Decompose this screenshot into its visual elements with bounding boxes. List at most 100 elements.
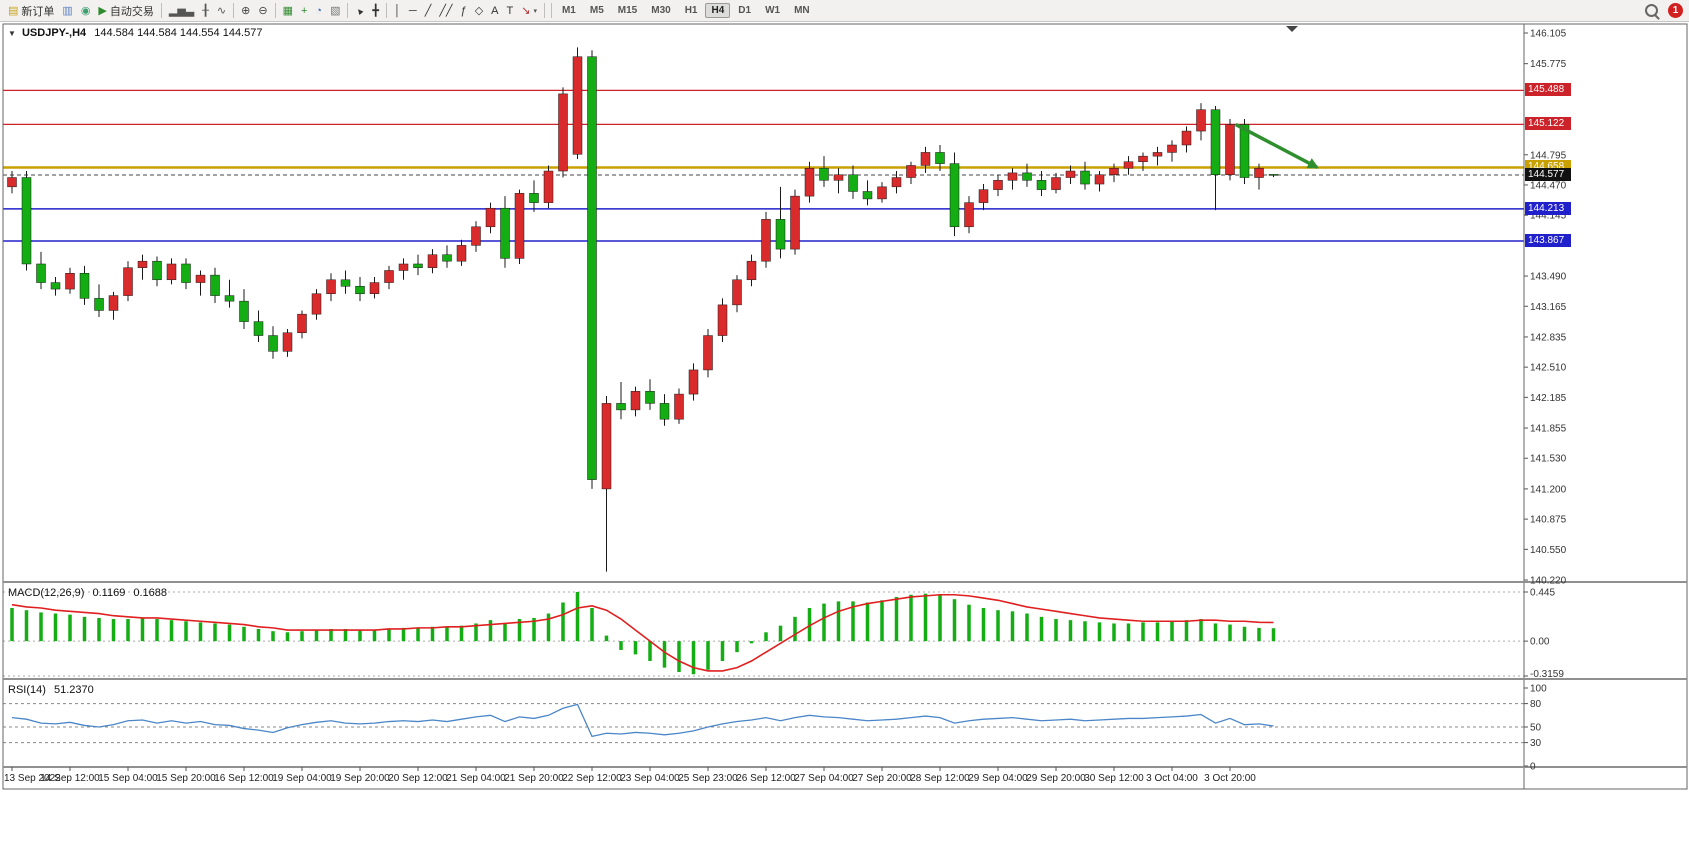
candle-body — [94, 298, 104, 311]
timeframe-m5-button[interactable]: M5 — [589, 5, 604, 16]
time-axis-label[interactable]: 27 Sep 04:00 — [794, 773, 854, 784]
timeframe-m15-button[interactable]: M15 — [617, 5, 638, 16]
macd-histogram-bar — [981, 608, 986, 642]
zoom-in-button[interactable]: ⊕ — [237, 1, 254, 21]
time-axis-label[interactable]: 19 Sep 04:00 — [272, 773, 332, 784]
candle-body — [862, 191, 873, 200]
notification-badge[interactable]: 1 — [1668, 3, 1683, 18]
price-tick-label: 140.875 — [1530, 515, 1567, 526]
time-axis-label[interactable]: 3 Oct 04:00 — [1146, 773, 1198, 784]
time-axis-label[interactable]: 22 Sep 12:00 — [562, 773, 622, 784]
horizontal-line-button[interactable]: ─ — [405, 1, 421, 21]
equidistant-channel-button[interactable]: ╱╱ — [435, 1, 456, 21]
cursor-button[interactable]: ▲ — [351, 1, 368, 21]
rsi-line — [11, 703, 1274, 738]
autotrading-button[interactable]: ▶ 自动交易 — [94, 1, 157, 21]
macd-histogram-bar — [938, 594, 942, 642]
line-chart-mode-button[interactable]: ∿ — [213, 1, 230, 21]
time-axis-label[interactable]: 29 Sep 20:00 — [1026, 773, 1086, 784]
zoom-out-button[interactable]: ⊖ — [254, 1, 271, 21]
candle-body — [1036, 180, 1047, 190]
candle-body — [7, 177, 17, 188]
arrows-tool-icon: ↘ — [521, 4, 531, 17]
indicators-add-button[interactable]: + — [297, 1, 311, 21]
time-axis-label[interactable]: 25 Sep 23:00 — [678, 773, 738, 784]
shapes-button[interactable]: ◇ — [471, 1, 487, 21]
candle-body — [456, 245, 467, 262]
timeframe-h4-button[interactable]: H4 — [705, 3, 731, 18]
timeframe-d1-button[interactable]: D1 — [738, 5, 752, 16]
text-button[interactable]: A — [487, 1, 502, 21]
macd-histogram-bar — [242, 626, 246, 642]
macd-signal-line — [11, 593, 1274, 672]
chart-shift-marker[interactable] — [1286, 26, 1298, 32]
candle-body — [1181, 130, 1192, 146]
chart-window-button[interactable]: ▥ — [58, 1, 76, 21]
text-icon: A — [491, 4, 499, 17]
candle-body — [775, 219, 786, 250]
search-icon[interactable] — [1645, 4, 1658, 17]
time-axis-label[interactable]: 30 Sep 12:00 — [1084, 773, 1144, 784]
time-axis-label[interactable]: 29 Sep 04:00 — [968, 773, 1028, 784]
periods-clock-button[interactable]: ◔ — [311, 1, 326, 21]
arrows-tool-button[interactable]: ↘ ▾ — [517, 1, 541, 21]
symbol-dropdown-icon[interactable]: ▼ — [8, 29, 16, 38]
macd-histogram-bar — [445, 626, 449, 642]
templates-icon: ▧ — [330, 4, 341, 17]
price-badge-145.122: 145.122 — [1525, 117, 1571, 131]
candle-body — [529, 193, 539, 203]
time-axis-label[interactable]: 13 Sep 2022 — [4, 773, 61, 784]
crosshair-button[interactable]: ╋ — [368, 1, 383, 21]
candle-body — [1007, 172, 1018, 181]
time-axis-label[interactable]: 21 Sep 20:00 — [504, 773, 564, 784]
templates-button[interactable]: ▧ — [326, 1, 344, 21]
timeframe-m30-button[interactable]: M30 — [651, 5, 671, 16]
time-axis-label[interactable]: 15 Sep 04:00 — [98, 773, 158, 784]
macd-histogram-bar — [372, 630, 377, 642]
time-axis-label[interactable]: 14 Sep 12:00 — [40, 773, 100, 784]
toolbar: ▤ 新订单 ▥ ◉ ▶ 自动交易 ▂▅▃ ╂ ∿ ⊕ ⊖ ▦ + ◔ ▧ ▲ ╋ │ ─ ╱ ╱╱ ƒ ◇ A T ↘ ▾ M1 M5 M… — [0, 0, 1689, 22]
timeframe-w1-button[interactable]: W1 — [765, 5, 781, 16]
tile-windows-button[interactable]: ▦ — [279, 1, 297, 21]
time-axis-label[interactable]: 28 Sep 12:00 — [910, 773, 970, 784]
price-tick-label: 141.200 — [1530, 484, 1567, 495]
macd-histogram-bar — [97, 617, 101, 642]
autotrading-icon: ▶ — [98, 4, 107, 17]
time-axis-label[interactable]: 3 Oct 20:00 — [1204, 773, 1256, 784]
macd-histogram-bar — [807, 608, 812, 642]
candlestick-mode-button[interactable]: ╂ — [198, 1, 213, 21]
timeframe-mn-button[interactable]: MN — [794, 5, 810, 16]
time-axis-label[interactable]: 23 Sep 04:00 — [620, 773, 680, 784]
text-label-button[interactable]: T — [503, 1, 518, 21]
macd-histogram-bar — [1010, 611, 1015, 642]
macd-histogram-bar — [474, 623, 478, 642]
crosshair-icon: ╋ — [372, 4, 380, 17]
trendline-button[interactable]: ╱ — [421, 1, 436, 21]
trend-arrow-annotation[interactable] — [1234, 123, 1319, 169]
macd-histogram-bar — [778, 625, 783, 642]
timeframe-h1-button[interactable]: H1 — [684, 5, 698, 16]
profiles-button[interactable]: ◉ — [77, 1, 95, 21]
bar-chart-mode-button[interactable]: ▂▅▃ — [165, 1, 198, 21]
vertical-line-button[interactable]: │ — [390, 1, 405, 21]
price-tick-label: 143.165 — [1530, 302, 1567, 313]
candle-body — [224, 295, 235, 302]
candle-body — [253, 321, 264, 336]
time-axis-label[interactable]: 26 Sep 12:00 — [736, 773, 796, 784]
candle-body — [123, 267, 133, 296]
fibonacci-button[interactable]: ƒ — [457, 1, 471, 21]
periods-clock-icon: ◔ — [315, 4, 323, 17]
time-axis-label[interactable]: 20 Sep 12:00 — [388, 773, 448, 784]
time-axis-label[interactable]: 19 Sep 20:00 — [330, 773, 390, 784]
time-axis-label[interactable]: 21 Sep 04:00 — [446, 773, 506, 784]
tile-windows-icon: ▦ — [282, 4, 293, 17]
timeframe-m1-button[interactable]: M1 — [561, 5, 576, 16]
arrows-tool-dropdown-icon[interactable]: ▾ — [533, 7, 537, 15]
time-axis-label[interactable]: 27 Sep 20:00 — [852, 773, 912, 784]
macd-header: MACD(12,26,9) 0.1169 0.1688 — [8, 587, 167, 599]
time-axis-label[interactable]: 16 Sep 12:00 — [214, 773, 274, 784]
macd-histogram-bar — [691, 641, 696, 675]
new-order-button[interactable]: ▤ 新订单 — [4, 1, 58, 21]
time-axis-label[interactable]: 15 Sep 20:00 — [156, 773, 216, 784]
